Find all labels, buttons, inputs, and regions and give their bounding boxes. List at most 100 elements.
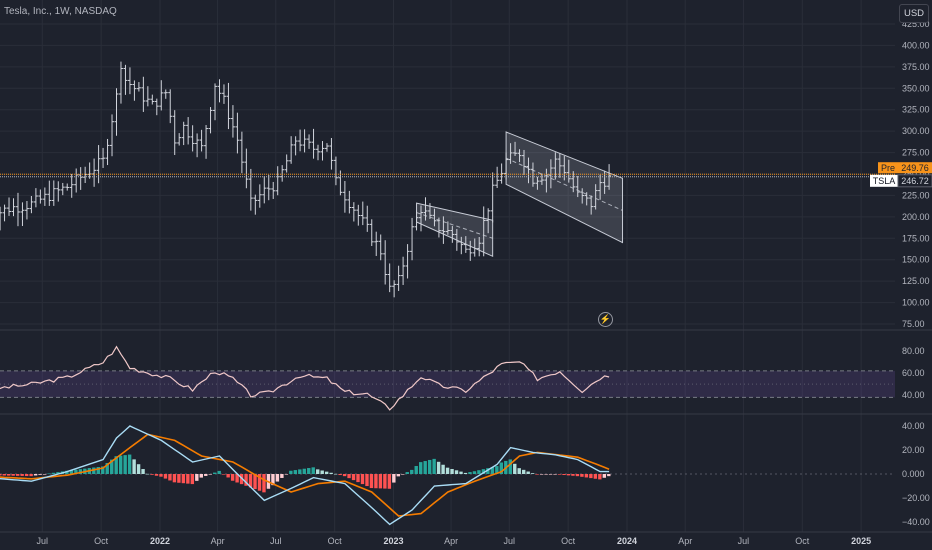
candle [333, 156, 338, 186]
candle [513, 141, 518, 156]
macd-histogram-bar [7, 474, 11, 476]
macd-histogram-bar [463, 472, 468, 474]
panel-separators[interactable] [0, 329, 932, 533]
candle [459, 236, 464, 255]
macd-histogram-bar [186, 474, 190, 484]
symbol-tag [870, 174, 898, 187]
axis-tick-label: −20.00 [902, 493, 930, 503]
macd-histogram-bar [316, 469, 320, 474]
macd-histogram-bar [445, 467, 450, 474]
lightning-icon[interactable]: ⚡ [598, 312, 613, 327]
macd-histogram-bar [92, 467, 96, 474]
macd-histogram-bar [15, 474, 20, 476]
axis-tick-label: 200.00 [902, 212, 930, 222]
axis-tick-label: 150.00 [902, 255, 930, 265]
candle [508, 143, 513, 164]
candle [598, 174, 603, 200]
macd-histogram-bar [495, 466, 499, 474]
macd-histogram-bar [396, 474, 401, 477]
macd-histogram-bar [374, 474, 378, 489]
axis-tick-label: 225.00 [902, 190, 930, 200]
macd-histogram-bar [562, 474, 566, 476]
candle [69, 173, 74, 198]
macd-histogram-bar [598, 474, 602, 480]
rsi-band [0, 370, 895, 398]
macd-histogram-bar [110, 459, 114, 474]
candle [589, 195, 594, 215]
macd-histogram-bar [47, 473, 51, 475]
axis-tick-label: 175.00 [902, 233, 930, 243]
time-axis[interactable]: Jul Oct 2022 Apr Jul Oct 2023 Apr Jul Oct 2024 Apr J… [37, 536, 872, 546]
time-tick-label: Jul [738, 536, 750, 546]
rsi-panel[interactable] [0, 345, 895, 411]
macd-histogram-bar [584, 474, 589, 478]
candle [24, 200, 29, 220]
macd-histogram-bar [535, 474, 539, 475]
macd-histogram-bar [307, 468, 311, 474]
candle [105, 138, 110, 166]
candle [432, 208, 437, 227]
candle [123, 64, 128, 95]
macd-histogram-bar [123, 455, 127, 474]
candle [248, 168, 253, 211]
macd-histogram-bar [51, 472, 56, 474]
macd-histogram-bar [280, 474, 284, 478]
axis-tick-label: 20.00 [902, 445, 925, 455]
macd-histogram-bar [405, 472, 409, 474]
macd-histogram-bar [441, 464, 445, 474]
macd-histogram-bar [410, 469, 414, 474]
candle [584, 192, 589, 206]
macd-histogram-bar [566, 474, 571, 476]
macd-histogram-bar [213, 472, 217, 474]
macd-histogram-bar [154, 474, 159, 476]
macd-histogram-bar [575, 474, 580, 477]
currency-button[interactable]: USD [899, 4, 929, 23]
candle [405, 244, 410, 279]
macd-histogram-bar [96, 466, 100, 474]
macd-histogram-bar [499, 462, 504, 474]
macd-histogram-bar [56, 472, 60, 474]
macd-panel[interactable] [0, 425, 895, 526]
premarket-tag [878, 162, 898, 174]
time-tick-label: 2025 [851, 536, 871, 546]
axis-tick-label: 125.00 [902, 276, 930, 286]
price-axis[interactable]: 425.00 400.00 375.00 350.00 325.00 300.00 275.… [902, 19, 930, 527]
macd-histogram-bar [293, 470, 298, 474]
candle [575, 176, 580, 198]
macd-histogram-bar [356, 474, 360, 483]
macd-signal-line [0, 433, 610, 517]
candle [481, 206, 486, 257]
macd-histogram-bar [257, 474, 262, 491]
axis-tick-label: 0.000 [902, 469, 925, 479]
macd-histogram-bar [333, 473, 338, 475]
macd-histogram-bar [244, 474, 248, 486]
macd-histogram-bar [253, 474, 257, 490]
candle [190, 125, 195, 152]
macd-histogram-bar [401, 474, 405, 475]
candle [324, 143, 329, 152]
time-tick-label: Oct [795, 536, 810, 546]
candle [351, 202, 356, 222]
macd-histogram-bar [298, 469, 302, 474]
candle [535, 176, 540, 190]
candle [159, 80, 164, 111]
macd-histogram-bar [324, 471, 329, 474]
price-panel[interactable] [0, 61, 895, 298]
macd-histogram-bar [378, 474, 383, 489]
candle [114, 88, 119, 136]
candle [593, 184, 598, 210]
macd-histogram-bar [351, 474, 356, 481]
macd-histogram-bar [459, 471, 463, 474]
candle [486, 208, 491, 234]
macd-histogram-bar [338, 474, 342, 476]
last-price-text: 246.72 [901, 176, 929, 186]
macd-histogram-bar [414, 466, 418, 474]
candle [383, 240, 388, 285]
candle [401, 256, 406, 285]
candle [284, 154, 289, 173]
candle [65, 183, 70, 191]
candle [51, 180, 56, 206]
candle [445, 221, 450, 235]
macd-histogram-bar [199, 474, 203, 478]
